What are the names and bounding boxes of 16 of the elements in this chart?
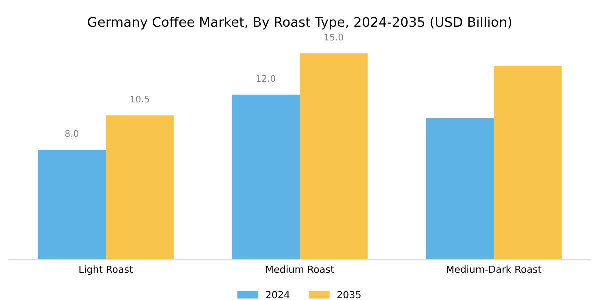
x-tick-label: Medium Roast <box>266 266 334 274</box>
bar <box>494 66 562 260</box>
x-tick-label: Light Roast <box>80 266 133 276</box>
legend-label: 2035 <box>338 291 361 299</box>
data-label: 10.5 <box>130 96 150 103</box>
data-label: 12.0 <box>256 75 276 82</box>
bar <box>232 94 300 260</box>
bar <box>426 118 494 260</box>
bar <box>38 150 106 260</box>
data-label: 8.0 <box>65 130 79 138</box>
legend-label: 2024 <box>266 291 290 299</box>
chart-title: Germany Coffee Market, By Roast Type, 2024-2035 (USD Billion) <box>88 16 512 30</box>
bar <box>300 54 368 260</box>
x-tick-label: Medium-Dark Roast <box>447 266 542 274</box>
bar <box>106 116 174 260</box>
data-label: 15.0 <box>324 34 344 41</box>
